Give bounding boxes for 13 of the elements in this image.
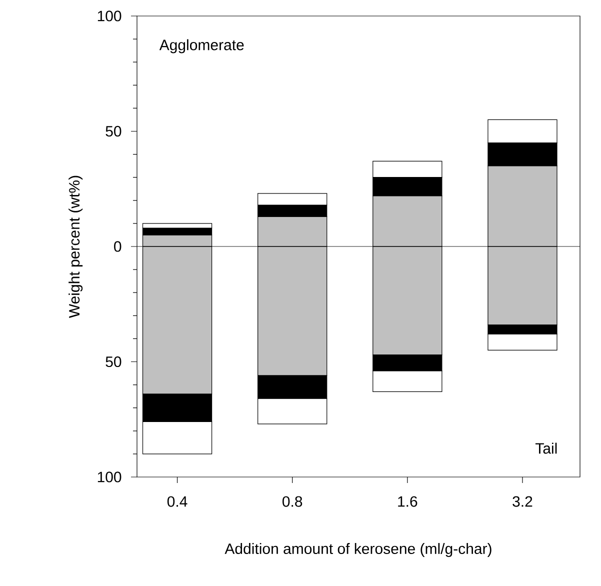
x-tick-label: 0.4: [167, 496, 188, 507]
x-tick-label: 3.2: [512, 496, 532, 507]
y-tick-label: 0: [114, 241, 122, 252]
x-axis-title: Addition amount of kerosene (ml/g-char): [224, 543, 492, 557]
y-tick-label: 50: [106, 126, 122, 137]
y-tick-label: 50: [106, 356, 122, 368]
x-tick-label: 1.6: [398, 496, 418, 507]
annotation: Tail: [535, 442, 557, 454]
y-tick-label: 100: [98, 10, 122, 22]
y-axis-title: Weight percent (wt%): [68, 176, 83, 318]
y-tick-label: 100: [98, 472, 122, 482]
x-tick-label: 0.8: [282, 496, 302, 507]
annotation: Agglomerate: [159, 39, 244, 54]
